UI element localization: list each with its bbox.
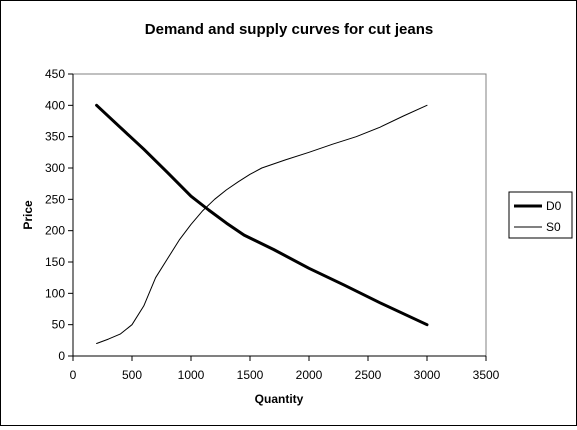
y-tick-label: 50 (52, 318, 66, 332)
x-tick-label: 0 (70, 368, 77, 382)
y-tick-label: 450 (45, 67, 65, 81)
y-tick-label: 100 (45, 286, 65, 300)
legend-label-d0: D0 (546, 199, 562, 213)
y-tick-label: 300 (45, 161, 65, 175)
x-axis-title: Quantity (255, 392, 304, 406)
y-tick-label: 400 (45, 98, 65, 112)
y-tick-label: 150 (45, 255, 65, 269)
x-tick-label: 500 (122, 368, 142, 382)
chart-title: Demand and supply curves for cut jeans (145, 21, 433, 38)
x-tick-label: 1000 (178, 368, 205, 382)
x-tick-label: 1500 (237, 368, 264, 382)
legend: D0 S0 (508, 191, 573, 239)
y-tick-label: 200 (45, 224, 65, 238)
y-tick-label: 0 (58, 349, 65, 363)
x-tick-label: 2000 (296, 368, 323, 382)
legend-label-s0: S0 (546, 220, 561, 234)
plot-area (72, 73, 487, 357)
series-line-d0 (95, 103, 429, 327)
axis-ticks: 0 50 100 150 200 250 300 350 400 450 0 500 1000 1500 2… (45, 67, 500, 382)
y-axis-title: Price (21, 200, 35, 230)
x-tick-label: 2500 (355, 368, 382, 382)
series-line-s0 (96, 104, 428, 344)
y-tick-label: 250 (45, 192, 65, 206)
y-tick-label: 350 (45, 130, 65, 144)
x-tick-label: 3000 (414, 368, 441, 382)
legend-box (508, 191, 573, 239)
series-layer (95, 103, 429, 344)
x-tick-label: 3500 (473, 368, 500, 382)
